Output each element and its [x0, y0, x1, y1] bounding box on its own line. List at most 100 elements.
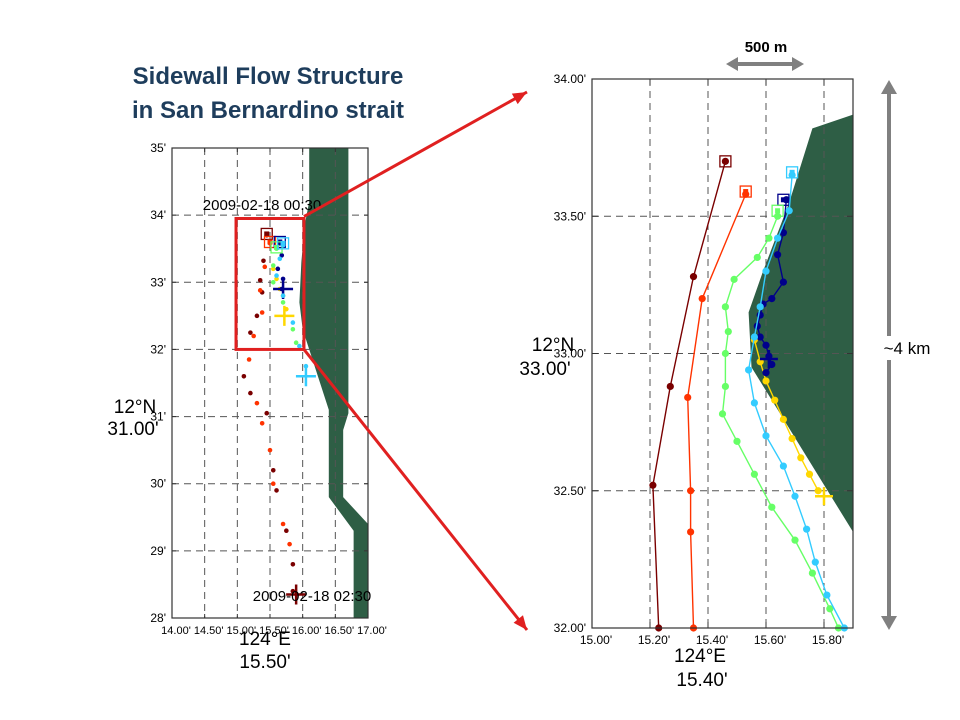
data-point — [765, 234, 773, 242]
scale-bar-label: 500 m — [745, 39, 788, 56]
data-point — [270, 481, 276, 487]
distance-arrow-top — [881, 80, 897, 94]
y-tick-label: 32.50' — [554, 484, 586, 498]
scale-arrow-right — [792, 57, 804, 71]
distance-label-bg — [872, 336, 944, 360]
series-line — [686, 194, 747, 629]
data-point — [762, 369, 770, 377]
data-point — [270, 279, 276, 285]
data-point — [248, 390, 253, 396]
data-point — [756, 333, 764, 341]
data-point — [768, 503, 776, 511]
data-point — [275, 266, 281, 272]
data-point — [280, 293, 286, 299]
data-point — [721, 382, 730, 391]
data-point — [724, 327, 732, 336]
data-point — [248, 330, 253, 335]
data-point — [254, 313, 260, 319]
x-tick-label: 15.00' — [580, 633, 612, 647]
y-tick-label: 32.00' — [554, 621, 586, 635]
data-point — [762, 377, 770, 385]
data-point — [771, 396, 779, 404]
data-point — [251, 333, 256, 339]
data-point — [261, 258, 266, 264]
data-point — [733, 437, 741, 445]
start-marker-dot — [274, 244, 280, 250]
start-marker-dot — [743, 189, 749, 195]
data-point — [730, 275, 738, 283]
start-marker — [276, 237, 290, 250]
scale-arrow-left — [726, 57, 738, 71]
data-point — [267, 447, 273, 453]
start-marker-dot — [280, 240, 286, 246]
data-point — [287, 541, 292, 547]
data-point — [779, 415, 788, 423]
overview-ylabel-1: 12°N — [114, 397, 156, 418]
connector-arrow-bottom-head — [513, 615, 527, 630]
data-point — [649, 481, 657, 489]
start-marker — [260, 227, 273, 241]
data-point — [823, 591, 831, 599]
series-1 — [684, 185, 752, 632]
data-point — [297, 343, 302, 349]
land-mass — [299, 148, 368, 618]
x-tick-label: 15.50' — [259, 625, 289, 637]
data-point — [753, 253, 761, 262]
start-marker-dot — [264, 231, 270, 237]
y-tick-label: 29' — [150, 544, 166, 558]
zoom-ylabel-1: 12°N — [532, 335, 574, 356]
data-point — [774, 251, 782, 259]
data-point — [687, 487, 695, 495]
x-tick-label: 15.60' — [754, 633, 786, 647]
x-tick-label: 15.40' — [696, 633, 728, 647]
data-point — [270, 266, 276, 272]
distance-arrow: ~4 km — [872, 80, 944, 630]
series-0 — [649, 155, 732, 632]
data-point — [808, 569, 817, 577]
data-point — [768, 295, 776, 303]
data-point — [779, 462, 788, 470]
zoom-box — [234, 217, 306, 351]
series-1 — [246, 235, 292, 547]
zoom-connectors — [302, 90, 529, 631]
data-point — [811, 558, 819, 566]
data-point — [666, 382, 674, 391]
data-point — [750, 470, 759, 478]
title-line-1: Sidewall Flow Structure — [133, 63, 404, 90]
data-point — [264, 410, 270, 416]
start-marker — [771, 204, 784, 217]
x-tick-label: 15.00' — [227, 625, 257, 637]
series-line — [721, 215, 840, 629]
data-point — [284, 528, 289, 534]
data-point — [762, 432, 770, 440]
series-0 — [241, 227, 307, 605]
data-point — [797, 454, 805, 462]
overview-xlabel-1: 124°E — [239, 629, 291, 650]
y-tick-label: 34.00' — [554, 72, 586, 86]
series-3 — [753, 193, 790, 377]
data-point — [274, 273, 279, 278]
data-point — [718, 410, 727, 418]
title-line-2: in San Bernardino strait — [132, 97, 404, 124]
data-point — [246, 357, 252, 362]
y-tick-label: 33.50' — [554, 209, 586, 223]
data-point — [274, 488, 279, 493]
data-point — [684, 393, 692, 402]
y-tick-label: 28' — [150, 611, 166, 625]
data-point — [280, 300, 286, 305]
data-point — [762, 267, 770, 275]
x-tick-label: 16.00' — [292, 625, 322, 637]
data-point — [259, 420, 265, 426]
y-tick-label: 33' — [150, 275, 166, 289]
start-marker-dot — [775, 208, 781, 214]
data-point — [279, 253, 285, 258]
data-point — [290, 320, 296, 325]
data-point — [254, 400, 260, 406]
data-point — [791, 536, 799, 544]
data-point — [280, 521, 286, 527]
zoom-map: 32.00' 32.50' 33.00' 33.50' 34.00' 15.00' 15.… — [519, 72, 854, 691]
scale-bar: 500 m — [726, 39, 804, 71]
connector-arrow-top-head — [511, 92, 527, 105]
y-tick-label: 33.00' — [554, 347, 586, 361]
